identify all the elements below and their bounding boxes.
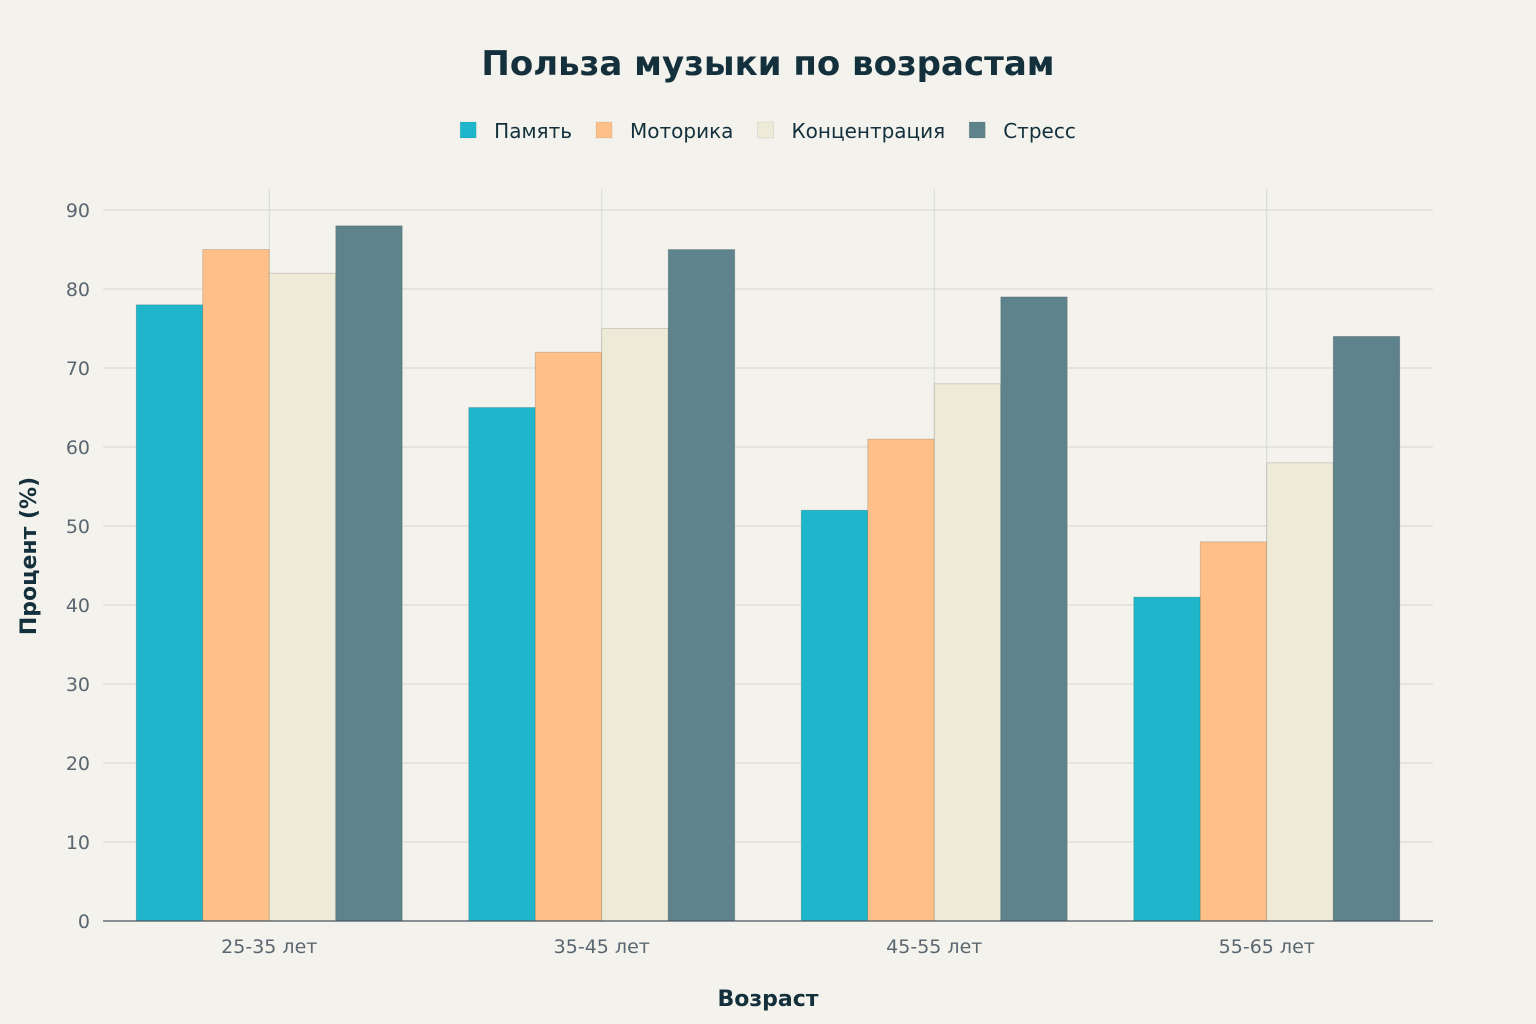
x-tick-label: 35-45 лет [554,936,650,958]
bar-концентрация-35-45-лет [601,328,669,922]
bar-моторика-35-45-лет [534,351,603,922]
bar-моторика-45-55-лет [867,438,935,922]
bar-память-25-35-лет [135,304,204,922]
bar-концентрация-45-55-лет [933,383,1002,922]
bar-стресс-45-55-лет [1000,296,1068,922]
bar-память-55-65-лет [1133,596,1201,922]
x-axis-title: Возраст [717,987,818,1012]
legend-label: Моторика [630,119,733,143]
legend-swatch-концентрация [757,121,774,139]
y-tick-label: 60 [66,437,90,459]
y-tick-label: 40 [66,595,90,617]
legend-swatch-стресс [968,121,986,139]
bar-память-45-55-лет [800,509,869,922]
bars [135,225,1401,922]
bar-моторика-55-65-лет [1199,541,1268,922]
bar-стресс-55-65-лет [1332,335,1401,922]
bar-память-35-45-лет [468,407,536,922]
y-tick-label: 10 [66,832,90,854]
y-tick-label: 80 [66,279,90,301]
legend-label: Стресс [1003,119,1076,143]
x-tick-label: 55-65 лет [1219,936,1315,958]
y-tick-label: 90 [66,200,90,222]
bar-стресс-35-45-лет [667,249,736,922]
y-tick-label: 0 [78,911,90,933]
chart-title: Польза музыки по возрастам [481,44,1054,84]
y-axis-title: Процент (%) [17,477,42,635]
legend-label: Память [494,119,572,143]
legend-label: Концентрация [791,119,945,143]
bar-концентрация-25-35-лет [268,272,337,922]
x-tick-label: 45-55 лет [886,936,982,958]
legend: Память Моторика Концентрация Стресс [459,119,1076,143]
bar-концентрация-55-65-лет [1266,462,1334,922]
legend-swatch-моторика [595,121,613,139]
y-tick-label: 30 [66,674,90,696]
legend-swatch-память [459,121,477,139]
axes: 0 10 20 30 40 50 60 70 80 90 25-35 лет 35-45 лет 45-… [66,200,1433,958]
y-tick-label: 20 [66,753,90,775]
y-tick-label: 70 [66,358,90,380]
bar-моторика-25-35-лет [202,249,270,922]
x-tick-label: 25-35 лет [221,936,317,958]
y-tick-label: 50 [66,516,90,538]
bar-стресс-25-35-лет [335,225,403,922]
